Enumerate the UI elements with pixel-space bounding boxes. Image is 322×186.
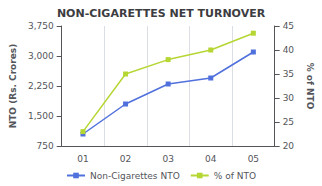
svg-text:NON-CIGARETTES NET TURNOVER: NON-CIGARETTES NET TURNOVER — [57, 7, 266, 20]
svg-text:% of NTO: % of NTO — [305, 63, 315, 110]
svg-text:30: 30 — [283, 93, 295, 103]
svg-text:3,000: 3,000 — [28, 51, 54, 61]
svg-text:750: 750 — [36, 141, 53, 151]
svg-text:2,250: 2,250 — [28, 81, 54, 91]
svg-text:04: 04 — [205, 154, 217, 164]
svg-text:3,750: 3,750 — [28, 21, 54, 31]
svg-text:% of NTO: % of NTO — [214, 171, 256, 181]
svg-text:25: 25 — [283, 117, 294, 127]
svg-text:45: 45 — [283, 21, 294, 31]
svg-text:1,500: 1,500 — [28, 111, 54, 121]
svg-text:40: 40 — [283, 45, 295, 55]
svg-text:05: 05 — [248, 154, 259, 164]
svg-text:01: 01 — [77, 154, 88, 164]
svg-text:03: 03 — [162, 154, 173, 164]
svg-text:35: 35 — [283, 69, 294, 79]
svg-text:NTO (Rs. Crores): NTO (Rs. Crores) — [8, 44, 18, 129]
svg-text:02: 02 — [120, 154, 131, 164]
svg-text:Non-Cigarettes NTO: Non-Cigarettes NTO — [90, 171, 180, 181]
svg-text:20: 20 — [283, 141, 295, 151]
